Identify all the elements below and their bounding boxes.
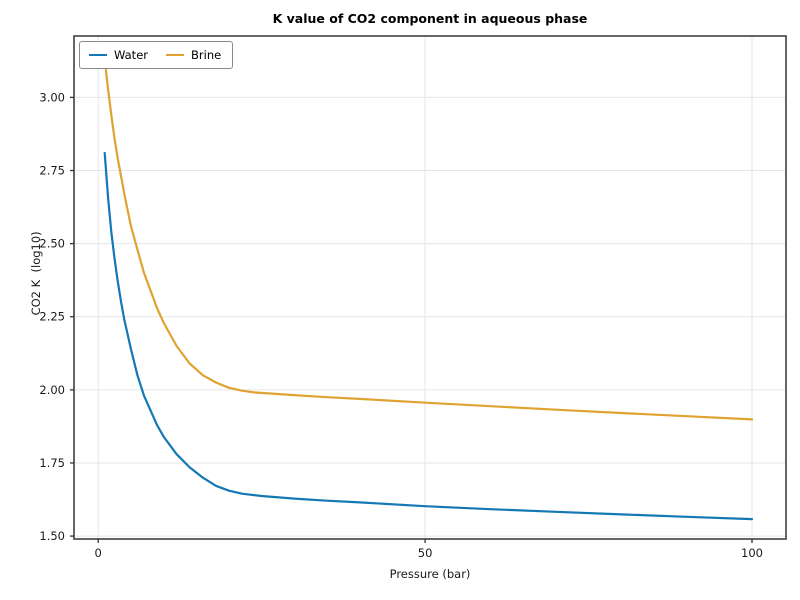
brine-line-swatch (166, 54, 184, 56)
x-axis-label: Pressure (bar) (389, 567, 471, 581)
x-tick-label: 50 (418, 546, 433, 560)
legend: Water Brine (79, 41, 234, 69)
y-tick-label: 1.50 (39, 529, 65, 543)
x-tick-label: 100 (741, 546, 763, 560)
legend-label-water: Water (114, 48, 148, 62)
y-tick-label: 3.00 (39, 90, 65, 104)
y-tick-label: 2.00 (39, 383, 65, 397)
chart-title: K value of CO2 component in aqueous phas… (272, 11, 588, 26)
legend-item-brine: Brine (166, 48, 221, 62)
axes-frame (73, 35, 787, 540)
y-tick-label: 2.50 (39, 237, 65, 251)
x-tick-label: 0 (95, 546, 102, 560)
water-line-swatch (89, 54, 107, 56)
water-series-line (103, 151, 754, 521)
legend-label-brine: Brine (191, 48, 222, 62)
y-tick-label: 2.75 (39, 164, 65, 178)
y-tick-label: 2.25 (39, 310, 65, 324)
y-tick-label: 1.75 (39, 456, 65, 470)
legend-item-water: Water (89, 48, 148, 62)
brine-series-line (103, 58, 754, 421)
